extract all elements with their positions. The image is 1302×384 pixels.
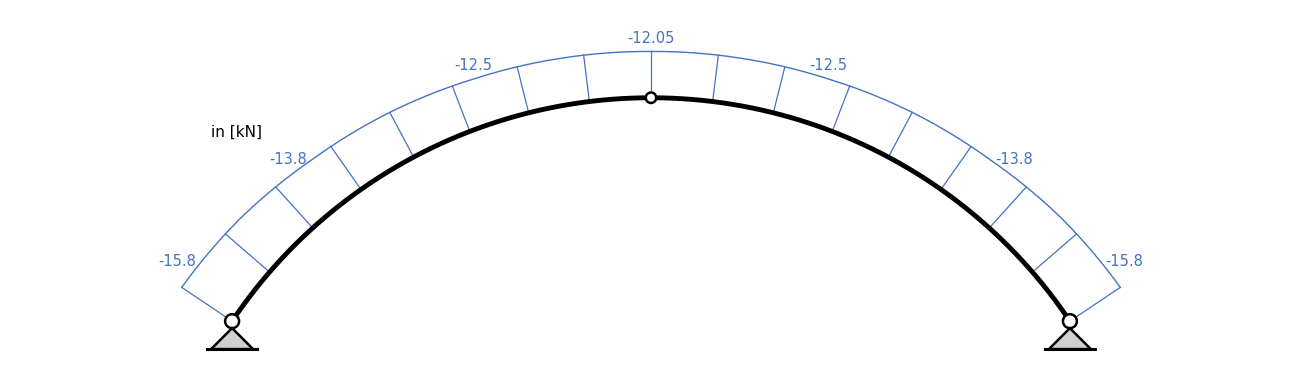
Text: -12.05: -12.05 bbox=[628, 31, 674, 46]
Text: -13.8: -13.8 bbox=[995, 152, 1032, 167]
Text: -15.8: -15.8 bbox=[1105, 253, 1143, 268]
Polygon shape bbox=[211, 328, 253, 349]
Polygon shape bbox=[1049, 328, 1091, 349]
Text: in [kN]: in [kN] bbox=[211, 124, 262, 139]
Circle shape bbox=[646, 93, 656, 103]
Circle shape bbox=[1062, 314, 1077, 328]
Circle shape bbox=[225, 314, 240, 328]
Text: -13.8: -13.8 bbox=[270, 152, 307, 167]
Text: -12.5: -12.5 bbox=[810, 58, 848, 73]
Text: -15.8: -15.8 bbox=[159, 253, 197, 268]
Text: -12.5: -12.5 bbox=[454, 58, 492, 73]
